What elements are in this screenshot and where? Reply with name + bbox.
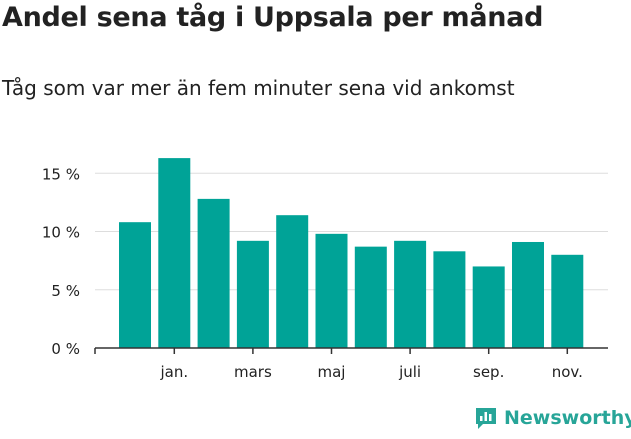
bar	[315, 233, 348, 348]
x-tick-label: nov.	[552, 363, 583, 381]
bar	[197, 198, 230, 348]
bar	[158, 158, 191, 348]
y-tick-label: 0 %	[51, 340, 80, 358]
x-tick-label: sep.	[473, 363, 504, 381]
x-tick-label: mars	[234, 363, 272, 381]
y-tick-label: 10 %	[42, 224, 80, 242]
bar	[276, 215, 309, 348]
x-tick-label: juli	[398, 363, 421, 381]
chart-title: Andel sena tåg i Uppsala per månad	[2, 2, 544, 33]
x-tick-label: jan.	[159, 363, 188, 381]
newsworthy-logo-text: Newsworthy	[504, 407, 631, 429]
bar	[551, 254, 584, 348]
bar	[472, 266, 505, 348]
x-tick-label: maj	[318, 363, 346, 381]
bar	[119, 222, 151, 348]
y-tick-label: 15 %	[42, 165, 80, 183]
newsworthy-logo: Newsworthy	[474, 406, 631, 430]
bar	[512, 241, 544, 348]
bar	[354, 246, 387, 348]
bar	[433, 251, 466, 348]
chart-subtitle: Tåg som var mer än fem minuter sena vid …	[2, 76, 515, 100]
bar	[394, 240, 427, 348]
bar	[236, 240, 269, 348]
y-tick-label: 5 %	[51, 282, 80, 300]
newsworthy-logo-icon	[476, 408, 496, 429]
